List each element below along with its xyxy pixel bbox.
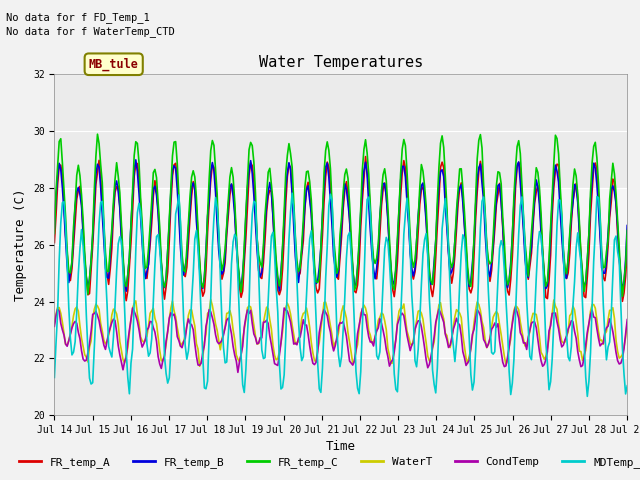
FR_temp_B bbox=[253, 247, 261, 253]
MDTemp_A bbox=[303, 293, 310, 299]
Line: CondTemp: CondTemp bbox=[54, 307, 627, 372]
MDTemp_A bbox=[623, 383, 631, 389]
MDTemp_A bbox=[288, 190, 296, 196]
Bar bbox=[54, 188, 627, 359]
CondTemp bbox=[242, 314, 250, 320]
FR_temp_B bbox=[623, 223, 631, 228]
FR_temp_A bbox=[241, 260, 248, 265]
FR_temp_B bbox=[122, 288, 130, 294]
WaterT bbox=[623, 320, 631, 325]
FR_temp_C bbox=[623, 228, 631, 233]
FR_temp_A bbox=[623, 247, 631, 252]
MDTemp_A bbox=[595, 195, 602, 201]
CondTemp bbox=[221, 324, 229, 330]
Line: FR_temp_C: FR_temp_C bbox=[54, 134, 627, 297]
FR_temp_B bbox=[244, 185, 252, 191]
FR_temp_A bbox=[362, 154, 369, 159]
CondTemp bbox=[511, 304, 519, 310]
WaterT bbox=[207, 297, 214, 302]
WaterT bbox=[51, 321, 58, 326]
MDTemp_A bbox=[584, 394, 591, 399]
Line: FR_temp_B: FR_temp_B bbox=[54, 160, 627, 291]
FR_temp_C bbox=[93, 132, 101, 137]
Line: WaterT: WaterT bbox=[54, 300, 627, 366]
Text: No data for f WaterTemp_CTD: No data for f WaterTemp_CTD bbox=[6, 26, 175, 37]
CondTemp bbox=[303, 322, 310, 328]
Text: MB_tule: MB_tule bbox=[89, 58, 139, 71]
CondTemp bbox=[234, 370, 242, 375]
WaterT bbox=[304, 313, 312, 319]
FR_temp_B bbox=[121, 277, 129, 283]
FR_temp_A bbox=[301, 206, 308, 212]
WaterT bbox=[595, 329, 602, 335]
MDTemp_A bbox=[250, 199, 258, 204]
WaterT bbox=[225, 310, 232, 316]
MDTemp_A bbox=[121, 306, 129, 312]
FR_temp_A bbox=[121, 286, 129, 291]
FR_temp_A bbox=[221, 260, 229, 265]
Y-axis label: Temperature (C): Temperature (C) bbox=[14, 189, 28, 301]
FR_temp_C bbox=[51, 230, 58, 236]
CondTemp bbox=[121, 359, 129, 364]
CondTemp bbox=[595, 336, 602, 341]
FR_temp_B bbox=[304, 183, 312, 189]
FR_temp_C bbox=[303, 169, 310, 175]
FR_temp_C bbox=[242, 210, 250, 216]
CondTemp bbox=[51, 324, 58, 329]
FR_temp_B bbox=[51, 225, 58, 231]
MDTemp_A bbox=[221, 360, 229, 366]
WaterT bbox=[253, 341, 261, 347]
CondTemp bbox=[252, 335, 259, 340]
FR_temp_C bbox=[223, 223, 230, 228]
FR_temp_A bbox=[250, 178, 258, 183]
WaterT bbox=[121, 360, 129, 366]
FR_temp_A bbox=[593, 166, 601, 172]
MDTemp_A bbox=[241, 390, 248, 396]
Legend: FR_temp_A, FR_temp_B, FR_temp_C, WaterT, CondTemp, MDTemp_A: FR_temp_A, FR_temp_B, FR_temp_C, WaterT,… bbox=[14, 452, 640, 472]
Line: MDTemp_A: MDTemp_A bbox=[54, 193, 627, 396]
FR_temp_B bbox=[595, 206, 602, 212]
Text: No data for f FD_Temp_1: No data for f FD_Temp_1 bbox=[6, 12, 150, 23]
FR_temp_C bbox=[619, 294, 627, 300]
Line: FR_temp_A: FR_temp_A bbox=[54, 156, 627, 301]
CondTemp bbox=[623, 317, 631, 323]
X-axis label: Time: Time bbox=[326, 441, 356, 454]
FR_temp_B bbox=[225, 203, 232, 208]
FR_temp_B bbox=[132, 157, 140, 163]
FR_temp_C bbox=[122, 284, 130, 289]
FR_temp_C bbox=[593, 155, 601, 161]
FR_temp_C bbox=[252, 189, 259, 195]
Title: Water Temperatures: Water Temperatures bbox=[259, 56, 423, 71]
WaterT bbox=[196, 363, 204, 369]
WaterT bbox=[244, 305, 252, 311]
MDTemp_A bbox=[51, 374, 58, 380]
FR_temp_A bbox=[51, 240, 58, 245]
FR_temp_A bbox=[619, 299, 627, 304]
